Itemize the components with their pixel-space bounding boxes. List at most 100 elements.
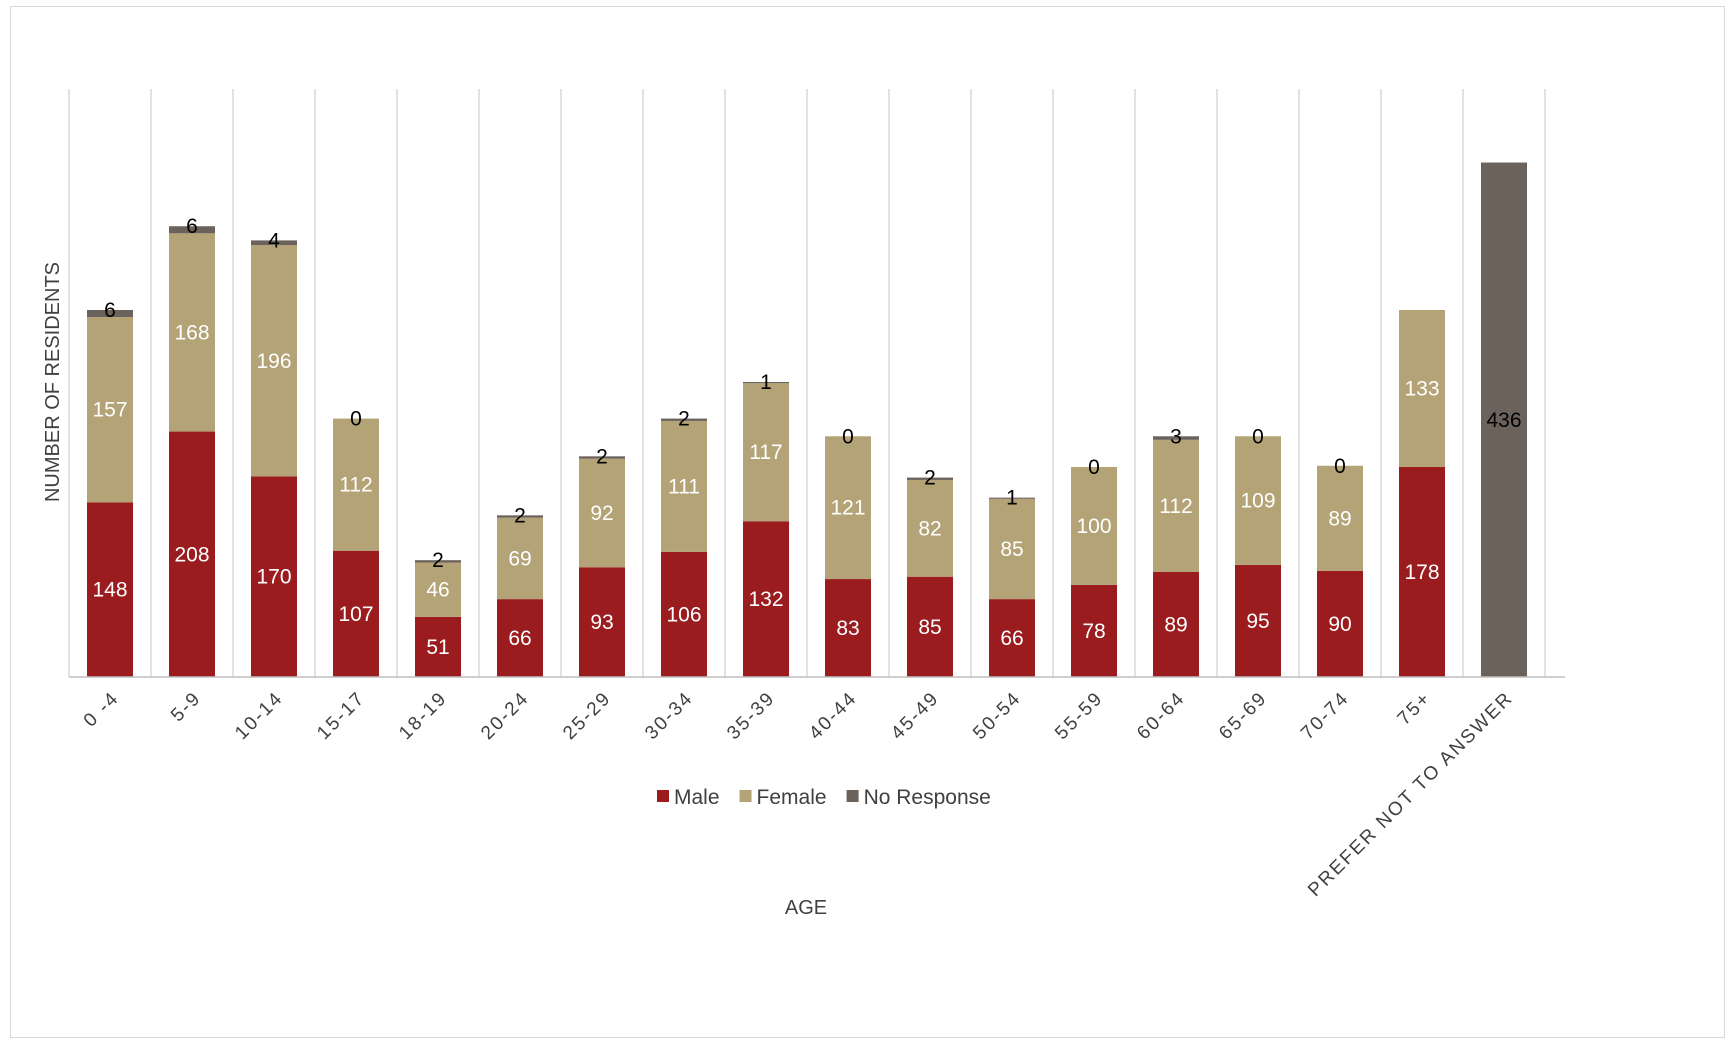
- data-label-female: 46: [426, 579, 449, 602]
- data-label-male: 106: [666, 603, 701, 626]
- data-label-male: 66: [508, 627, 531, 650]
- data-label-male: 148: [92, 579, 127, 602]
- bar-female: [333, 418, 379, 551]
- legend-label-male: Male: [674, 786, 720, 809]
- bar-female: [661, 420, 707, 552]
- data-label-female: 168: [174, 321, 209, 344]
- x-tick-label: 50-54: [969, 688, 1025, 744]
- bar-no-response: [497, 515, 543, 518]
- data-label-no-response: 0: [842, 425, 854, 448]
- bar-female: [251, 245, 297, 477]
- data-label-female: 89: [1328, 507, 1351, 530]
- chart-frame: 148 157 6 208 168 6 170 196 4 107 112 0 51 46 2 66 69 2 93…: [10, 6, 1725, 1038]
- y-axis-title: NUMBER OF RESIDENTS: [42, 262, 64, 502]
- x-tick-label: 10-14: [231, 688, 287, 744]
- bar-male: [825, 579, 871, 677]
- data-label-no-response: 2: [924, 467, 936, 490]
- bar-female: [743, 383, 789, 522]
- legend-label-female: Female: [757, 786, 827, 809]
- data-label-female: 157: [92, 399, 127, 422]
- bar-female: [169, 233, 215, 432]
- data-label-male: 89: [1164, 613, 1187, 636]
- bar-male: [743, 521, 789, 677]
- x-tick-label: 55-59: [1051, 688, 1107, 744]
- data-label-male: 90: [1328, 613, 1351, 636]
- legend-swatch-female: [739, 790, 752, 802]
- bar-male: [1153, 571, 1199, 677]
- data-label-no-response: 6: [186, 215, 198, 238]
- bar-female: [1153, 439, 1199, 572]
- bar-male: [1071, 584, 1117, 677]
- legend-swatch-male: [657, 790, 669, 802]
- data-label-female: 112: [1159, 495, 1192, 518]
- data-label-male: 83: [836, 617, 859, 640]
- bar-female: [1071, 466, 1117, 585]
- bar-male: [251, 476, 297, 677]
- data-labels: 1481576208168617019641071120514626669293…: [92, 215, 1521, 659]
- data-label-no-response: 436: [1486, 409, 1521, 432]
- data-label-no-response: 2: [514, 504, 526, 527]
- bar-no-response: [743, 382, 789, 384]
- bar-male: [415, 616, 461, 677]
- bar-male: [497, 599, 543, 677]
- x-tick-label: 75+: [1394, 688, 1436, 730]
- x-tick-label: 45-49: [887, 688, 943, 744]
- data-label-male: 95: [1246, 610, 1269, 633]
- x-axis-title: AGE: [785, 897, 827, 919]
- data-label-male: 51: [426, 636, 449, 659]
- bar-male: [1317, 570, 1363, 677]
- stacked-bar-chart: 1481576208168617019641071120514626669293…: [42, 89, 1565, 919]
- bar-female: [497, 517, 543, 600]
- data-label-female: 109: [1240, 490, 1275, 513]
- bar-no-response: [1481, 162, 1527, 677]
- x-tick-label: 65-69: [1215, 688, 1271, 744]
- x-tick-label: 60-64: [1133, 688, 1189, 744]
- data-label-male: 85: [918, 616, 941, 639]
- bar-female: [907, 479, 953, 577]
- bar-no-response: [579, 456, 625, 459]
- bar-no-response: [87, 310, 133, 318]
- bar-female: [1235, 436, 1281, 565]
- data-label-female: 85: [1000, 538, 1023, 561]
- bar-male: [579, 567, 625, 677]
- bar-female: [989, 498, 1035, 600]
- data-label-no-response: 1: [1006, 487, 1018, 510]
- legend-swatch-no-response: [846, 790, 859, 802]
- legend: Male Female No Response: [657, 786, 991, 809]
- data-label-male: 170: [256, 566, 291, 589]
- data-label-male: 107: [338, 603, 373, 626]
- data-label-female: 100: [1076, 515, 1111, 538]
- x-tick-label: 18-19: [395, 688, 451, 744]
- data-label-male: 66: [1000, 627, 1023, 650]
- bar-no-response: [251, 240, 297, 246]
- data-label-no-response: 0: [1334, 455, 1346, 478]
- bar-male: [661, 551, 707, 677]
- bar-female: [87, 317, 133, 503]
- bar-male: [907, 576, 953, 677]
- data-label-female: 117: [749, 441, 782, 464]
- bars: [87, 162, 1527, 677]
- data-label-female: 121: [830, 497, 865, 520]
- bar-female: [1317, 465, 1363, 571]
- data-label-no-response: 0: [1088, 456, 1100, 479]
- data-label-no-response: 2: [678, 408, 690, 431]
- x-tick-label: 35-39: [723, 688, 779, 744]
- data-label-female: 92: [590, 502, 613, 525]
- bar-no-response: [661, 418, 707, 421]
- data-label-female: 112: [339, 474, 372, 497]
- data-label-male: 178: [1404, 561, 1439, 584]
- data-label-male: 132: [748, 588, 783, 611]
- data-label-no-response: 4: [268, 229, 280, 252]
- x-tick-label: 25-29: [559, 688, 615, 744]
- x-tick-label: 40-44: [805, 688, 861, 744]
- bar-male: [333, 550, 379, 677]
- bar-male: [1399, 466, 1445, 677]
- data-label-no-response: 0: [350, 408, 362, 431]
- data-label-no-response: 0: [1252, 425, 1264, 448]
- x-tick-label: 20-24: [477, 688, 533, 744]
- bar-no-response: [989, 497, 1035, 499]
- bar-male: [989, 599, 1035, 677]
- bar-female: [825, 436, 871, 580]
- legend-label-no-response: No Response: [864, 786, 991, 809]
- gridlines: [68, 89, 1546, 677]
